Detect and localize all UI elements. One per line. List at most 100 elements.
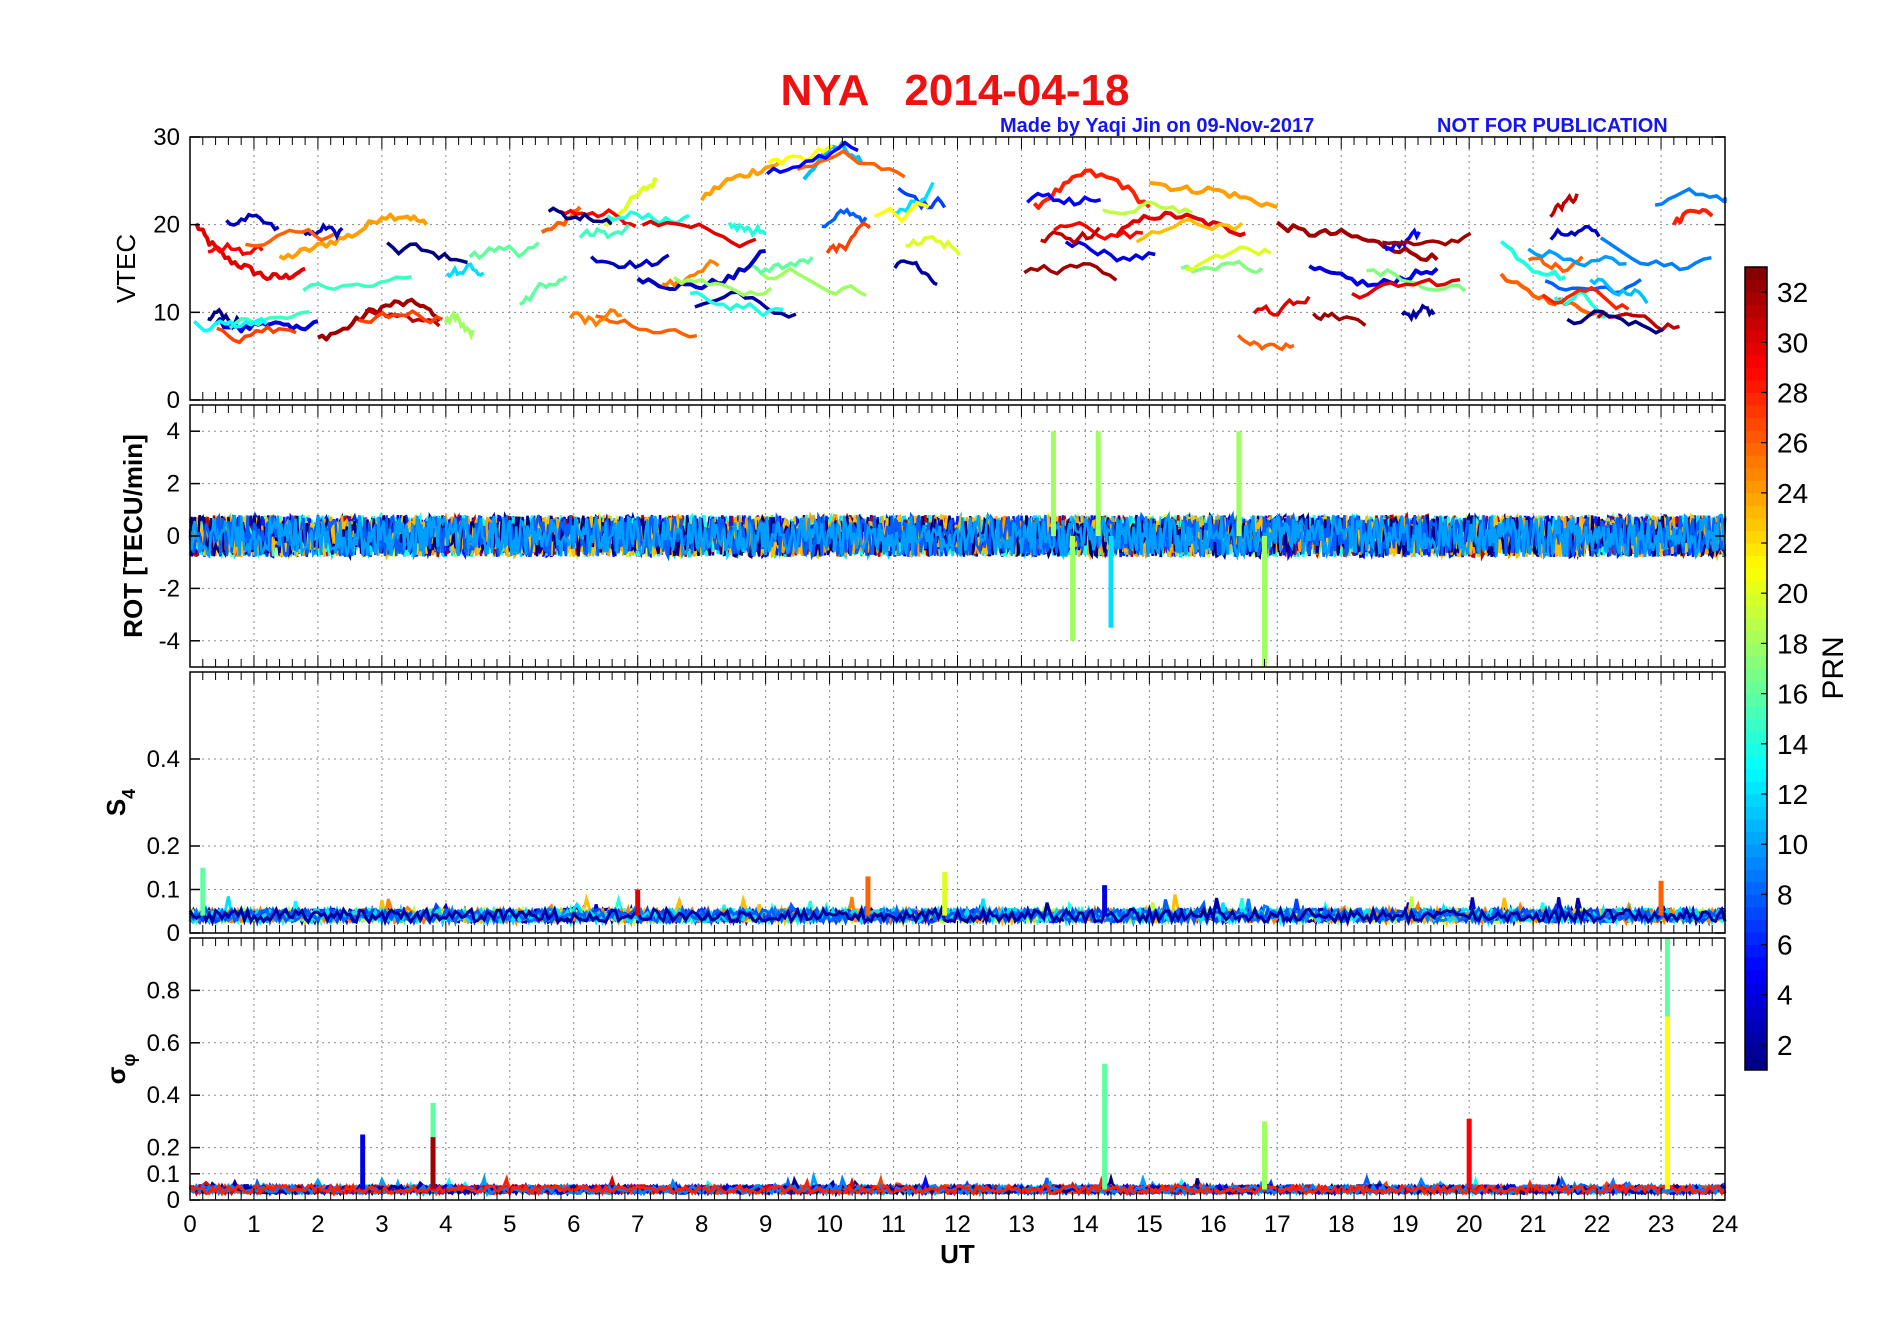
y-tick-label: -2	[159, 575, 180, 602]
colorbar-segment	[1745, 580, 1767, 594]
figure-title: NYA 2014-04-18	[781, 66, 1130, 115]
vtec-arc	[727, 221, 767, 238]
colorbar-segment	[1745, 1044, 1767, 1058]
vtec-arc	[302, 275, 412, 292]
publication-notice: NOT FOR PUBLICATION	[1437, 115, 1668, 137]
x-axis-label: UT	[940, 1239, 975, 1269]
colorbar-segment	[1745, 819, 1767, 833]
y-tick-label: 0.6	[147, 1030, 180, 1057]
vtec-arc	[894, 181, 935, 216]
y-axis-label: S4	[101, 789, 139, 816]
y-tick-label: 0	[167, 920, 180, 947]
vtec-arc	[590, 253, 670, 270]
x-tick-label: 12	[944, 1211, 971, 1238]
vtec-arc	[192, 316, 268, 333]
colorbar-segment	[1745, 467, 1767, 481]
vtec-arc	[225, 212, 280, 232]
x-tick-label: 2	[311, 1211, 324, 1238]
vtec-arc	[751, 256, 814, 276]
x-tick-label: 14	[1072, 1211, 1099, 1238]
colorbar-segment	[1745, 931, 1767, 946]
x-tick-label: 4	[439, 1211, 452, 1238]
y-axis-label: ROT [TECU/min]	[118, 434, 148, 638]
vtec-arc	[1040, 226, 1101, 246]
vtec-arc	[228, 310, 310, 330]
vtec-arc	[1541, 285, 1630, 311]
vtec-series-prn-32	[317, 297, 442, 342]
vtec-series-prn-28	[1032, 168, 1151, 210]
vtec-arc	[821, 207, 868, 229]
vtec-arc	[595, 314, 698, 339]
colorbar-segment	[1745, 681, 1767, 695]
colorbar-segment	[1745, 655, 1767, 669]
colorbar-segment	[1745, 317, 1767, 331]
vtec-arc	[1236, 334, 1295, 352]
vtec-arc	[386, 241, 469, 265]
y-tick-label: 0	[167, 387, 180, 414]
colorbar-label: PRN	[1817, 636, 1850, 699]
trace-prn-10	[188, 510, 1727, 561]
y-tick-label: 30	[153, 124, 180, 151]
colorbar-segment	[1745, 894, 1767, 908]
colorbar-segment	[1745, 593, 1767, 607]
colorbar-frame	[1744, 266, 1768, 1071]
colorbar-segment	[1745, 543, 1767, 557]
vtec-arc	[468, 241, 540, 261]
vtec-arc	[873, 200, 930, 224]
x-tick-label: 17	[1264, 1211, 1291, 1238]
colorbar-segment	[1745, 743, 1767, 757]
colorbar-tick-label: 26	[1777, 428, 1808, 459]
panel-vtec: 0 10 20 30 VTEC	[111, 124, 1727, 414]
vtec-arc	[661, 258, 720, 289]
colorbar-segment	[1745, 267, 1767, 281]
vtec-series-prn-24	[278, 212, 429, 261]
vtec-series-prn-3	[636, 249, 766, 291]
colorbar-tick-label: 8	[1777, 879, 1793, 910]
colorbar-segment	[1745, 994, 1767, 1008]
colorbar-segment	[1745, 906, 1767, 920]
vtec-arc	[1102, 200, 1193, 216]
y-tick-label: 0	[167, 1187, 180, 1214]
colorbar-segment	[1745, 919, 1767, 933]
vtec-arc	[547, 206, 613, 226]
colorbar-tick-label: 22	[1777, 528, 1808, 559]
x-tick-label: 21	[1520, 1211, 1547, 1238]
panel-rot: -4 -2 0 2 4 ROT [TECU/min]	[118, 404, 1727, 668]
vtec-arc	[1654, 186, 1727, 207]
colorbar-tick-label: 30	[1777, 327, 1808, 358]
vtec-arc	[1566, 309, 1664, 335]
colorbar-tick-label: 10	[1777, 829, 1808, 860]
x-tick-label: 1	[247, 1211, 260, 1238]
colorbar-segment	[1745, 379, 1767, 393]
colorbar-segment	[1745, 806, 1767, 820]
vtec-arc	[1180, 259, 1264, 275]
colorbar-segment	[1745, 1019, 1767, 1033]
vtec-arc	[1549, 192, 1579, 218]
colorbar-segment	[1745, 643, 1767, 657]
colorbar-segment	[1745, 329, 1767, 343]
colorbar-segment	[1745, 605, 1767, 619]
colorbar-segment	[1745, 405, 1767, 419]
colorbar-segment	[1745, 342, 1767, 356]
x-tick-label: 8	[695, 1211, 708, 1238]
vtec-series-prn-20	[603, 177, 659, 228]
colorbar-segment	[1745, 969, 1767, 983]
vtec-arc	[758, 266, 867, 298]
colorbar-segment	[1745, 354, 1767, 368]
data-traces	[192, 140, 1727, 352]
colorbar-segment	[1745, 793, 1767, 808]
vtec-series-prn-26	[1499, 272, 1598, 317]
colorbar-segment	[1745, 756, 1767, 770]
y-tick-label: 0.1	[147, 877, 180, 904]
vtec-arc	[1351, 277, 1461, 300]
colorbar-tick-label: 18	[1777, 628, 1808, 659]
colorbar-tick-label: 2	[1777, 1030, 1793, 1061]
colorbar-segment	[1745, 982, 1767, 996]
vtec-arc	[689, 290, 784, 318]
vtec-arc	[897, 186, 947, 211]
colorbar-segment	[1745, 430, 1767, 444]
x-tick-label: 11	[881, 1211, 906, 1238]
vtec-arc	[1599, 236, 1712, 272]
